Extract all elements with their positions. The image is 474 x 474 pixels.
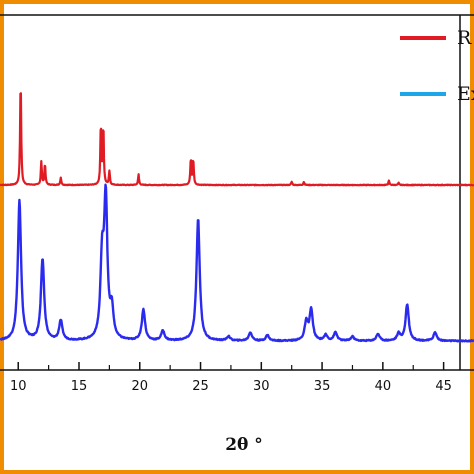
legend-label-r: R: [457, 27, 472, 49]
legend-label-ex: Ex: [457, 83, 474, 105]
x-tick-label: 10: [10, 379, 27, 394]
x-tick-label: 25: [192, 379, 209, 394]
x-tick-label: 20: [131, 379, 148, 394]
x-tick-label: 15: [71, 379, 88, 394]
series-line-ex: [0, 183, 474, 343]
x-tick-label: 45: [435, 379, 452, 394]
legend: R Ex: [400, 27, 474, 105]
x-axis-title: 2θ °: [225, 435, 263, 455]
series-layer: [0, 92, 474, 343]
x-tick-label: 30: [253, 379, 270, 394]
x-tick-label: 35: [314, 379, 331, 394]
x-tick-label: 40: [375, 379, 392, 394]
series-line-r: [0, 92, 474, 187]
tick-layer: 10 15 20 25 30 35 40 45: [10, 362, 452, 394]
